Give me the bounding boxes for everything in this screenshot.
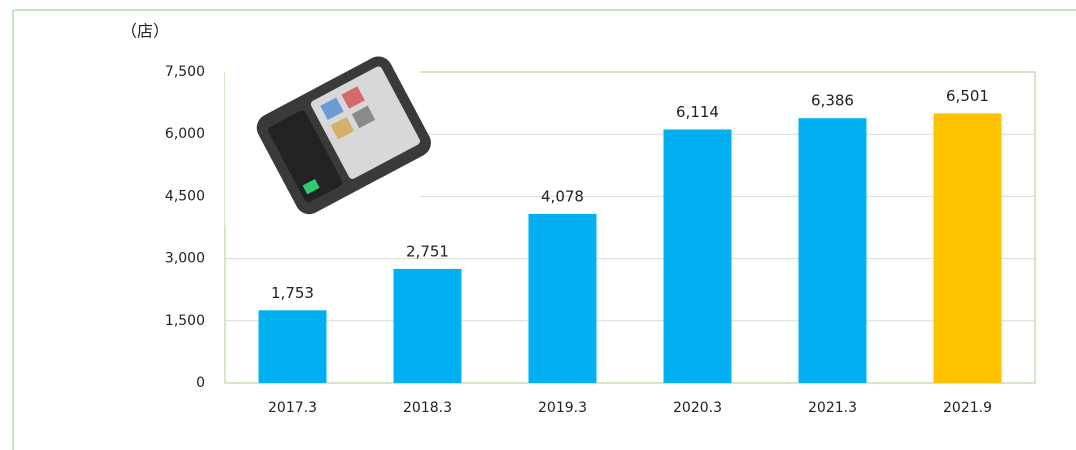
y-tick-label: 4,500 <box>165 188 205 204</box>
value-label: 4,078 <box>541 187 584 205</box>
bar <box>394 269 462 383</box>
value-label: 6,386 <box>811 92 854 110</box>
bar <box>259 310 327 383</box>
x-tick-label: 2021.9 <box>943 400 992 416</box>
bar <box>529 214 597 383</box>
x-tick-label: 2017.3 <box>268 400 317 416</box>
y-tick-label: 6,000 <box>165 126 205 142</box>
y-unit: （店） <box>121 22 169 41</box>
y-tick-label: 3,000 <box>165 251 205 267</box>
terminal-illustration <box>225 52 436 225</box>
x-tick-label: 2019.3 <box>538 400 587 416</box>
value-label: 1,753 <box>271 284 314 302</box>
value-label: 6,114 <box>676 103 719 121</box>
y-tick-label: 1,500 <box>165 313 205 329</box>
value-label: 2,751 <box>406 242 449 260</box>
y-tick-label: 0 <box>196 375 205 391</box>
bar <box>664 129 732 383</box>
x-tick-label: 2021.3 <box>808 400 857 416</box>
x-tick-label: 2018.3 <box>403 400 452 416</box>
bar <box>799 118 867 383</box>
value-label: 6,501 <box>946 87 989 105</box>
bar <box>934 113 1002 383</box>
y-tick-label: 7,500 <box>165 64 205 80</box>
chart: （店） 2017.3 1,753 2018.3 2,751 2019.3 4,078 202… <box>0 0 1076 450</box>
x-tick-label: 2020.3 <box>673 400 722 416</box>
